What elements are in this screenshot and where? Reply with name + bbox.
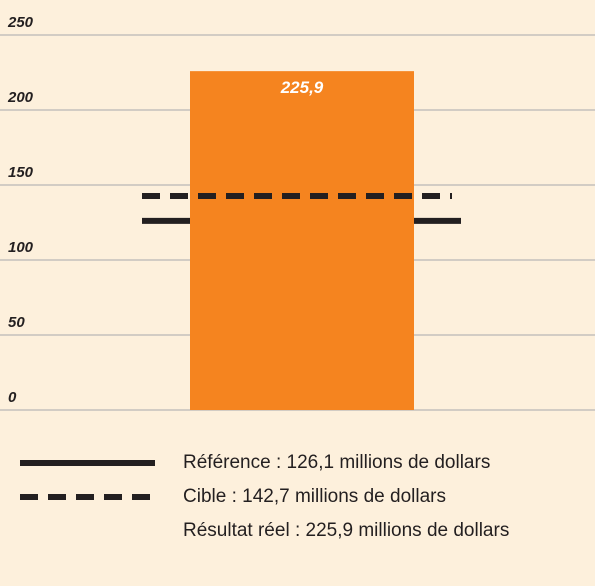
y-tick-label: 100: [8, 239, 34, 256]
y-tick-label: 250: [7, 14, 34, 31]
y-tick-label: 150: [8, 164, 34, 181]
y-tick-label: 200: [7, 89, 34, 106]
legend-label: Résultat réel : 225,9 millions de dollar…: [183, 520, 510, 541]
legend-label: Cible : 142,7 millions de dollars: [183, 486, 446, 507]
y-tick-label: 0: [8, 389, 17, 406]
bar: [190, 71, 414, 411]
value-label: 225,9: [280, 78, 324, 97]
legend-label: Référence : 126,1 millions de dollars: [183, 452, 491, 473]
y-tick-label: 50: [8, 314, 25, 331]
